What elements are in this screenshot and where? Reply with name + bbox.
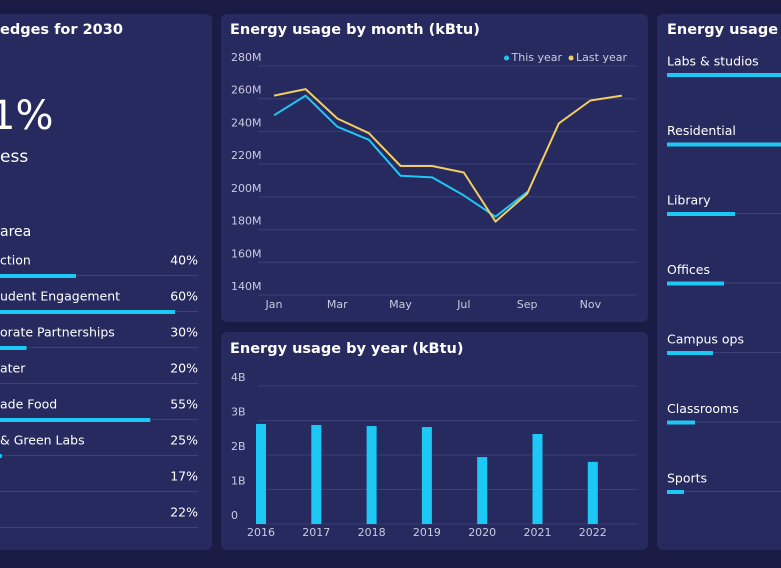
- item-label: Offices: [667, 262, 710, 277]
- x-tick-label: 2022: [579, 526, 607, 539]
- legend-label: This year: [511, 51, 563, 64]
- x-tick-label: 2017: [302, 526, 330, 539]
- usage-bar: [667, 142, 781, 147]
- y-tick-label: 260M: [231, 84, 262, 97]
- chart-title: Energy usage by year (kBtu): [230, 341, 463, 357]
- bar: [366, 426, 377, 524]
- track: [0, 383, 198, 384]
- bar: [311, 424, 322, 524]
- item-label: ater: [0, 361, 26, 376]
- bar: [477, 457, 488, 524]
- bar: [532, 433, 543, 524]
- legend-dot: [568, 55, 574, 61]
- progress-bar: [0, 310, 175, 314]
- item-label: Library: [667, 193, 711, 208]
- track: [667, 421, 781, 423]
- usage-bar: [667, 420, 695, 425]
- y-tick-label: 180M: [231, 215, 262, 228]
- item-label: udent Engagement: [0, 289, 120, 304]
- section-title: area: [0, 224, 31, 240]
- y-tick-label: 140M: [231, 280, 262, 293]
- left-panel: [0, 14, 212, 550]
- track: [0, 275, 198, 276]
- legend-label: Last year: [576, 51, 627, 64]
- x-tick-label: 2016: [247, 526, 275, 539]
- left-title: edges for 2030: [0, 22, 123, 38]
- usage-bar: [667, 490, 684, 494]
- track: [667, 491, 781, 492]
- item-value: 17%: [170, 469, 198, 484]
- item-label: ction: [0, 253, 31, 268]
- item-label: Residential: [667, 123, 736, 138]
- item-value: 40%: [170, 253, 198, 268]
- y-tick-label: 3B: [231, 406, 246, 419]
- track: [0, 455, 198, 456]
- x-tick-label: Mar: [327, 298, 348, 311]
- bar: [421, 427, 432, 524]
- x-tick-label: 2018: [358, 526, 386, 539]
- x-tick-label: Sep: [517, 298, 538, 311]
- item-value: 30%: [170, 325, 198, 340]
- track: [667, 352, 781, 353]
- track: [0, 347, 198, 348]
- progress-bar: [0, 346, 27, 350]
- year-panel: [221, 332, 648, 550]
- y-tick-label: 240M: [231, 116, 262, 129]
- y-tick-label: 0: [231, 509, 238, 522]
- item-label: Labs & studios: [667, 54, 759, 69]
- line-series: [273, 94, 528, 218]
- track: [0, 527, 198, 528]
- y-tick-label: 4B: [231, 371, 246, 384]
- usage-bar: [667, 212, 735, 216]
- item-value: 60%: [170, 289, 198, 304]
- item-label: & Green Labs: [0, 433, 85, 448]
- bar: [587, 461, 598, 524]
- x-tick-label: 2019: [413, 526, 441, 539]
- x-tick-label: Jul: [456, 298, 470, 311]
- y-tick-label: 160M: [231, 247, 262, 260]
- item-value: 25%: [170, 433, 198, 448]
- progress-bar: [0, 274, 76, 278]
- chart-title: Energy usage by month (kBtu): [230, 22, 480, 38]
- item-value: 20%: [170, 361, 198, 376]
- x-tick-label: Nov: [580, 298, 602, 311]
- big-caption: ess: [0, 147, 28, 167]
- item-label: Campus ops: [667, 332, 744, 347]
- item-value: 22%: [170, 505, 198, 520]
- bar: [256, 423, 266, 524]
- x-tick-label: 2020: [468, 526, 496, 539]
- item-label: ade Food: [0, 397, 57, 412]
- progress-bar: [0, 454, 2, 458]
- track: [0, 491, 198, 492]
- usage-bar: [667, 73, 781, 77]
- month-panel: [221, 14, 648, 322]
- item-label: Sports: [667, 471, 707, 486]
- usage-bar: [667, 281, 724, 286]
- y-tick-label: 1B: [231, 475, 246, 488]
- y-tick-label: 2B: [231, 440, 246, 453]
- x-tick-label: May: [389, 298, 412, 311]
- progress-bar: [0, 418, 151, 422]
- right-title: Energy usage by: [667, 22, 781, 38]
- item-label: orate Partnerships: [0, 325, 115, 340]
- y-tick-label: 280M: [231, 51, 262, 64]
- usage-bar: [667, 351, 713, 355]
- legend-dot: [504, 55, 510, 61]
- x-tick-label: 2021: [524, 526, 552, 539]
- line-series: [273, 88, 623, 223]
- y-tick-label: 220M: [231, 149, 262, 162]
- item-label: Classrooms: [667, 401, 739, 416]
- y-tick-label: 200M: [231, 182, 262, 195]
- x-tick-label: Jan: [265, 298, 283, 311]
- item-value: 55%: [170, 397, 198, 412]
- big-value: 1%: [0, 93, 53, 139]
